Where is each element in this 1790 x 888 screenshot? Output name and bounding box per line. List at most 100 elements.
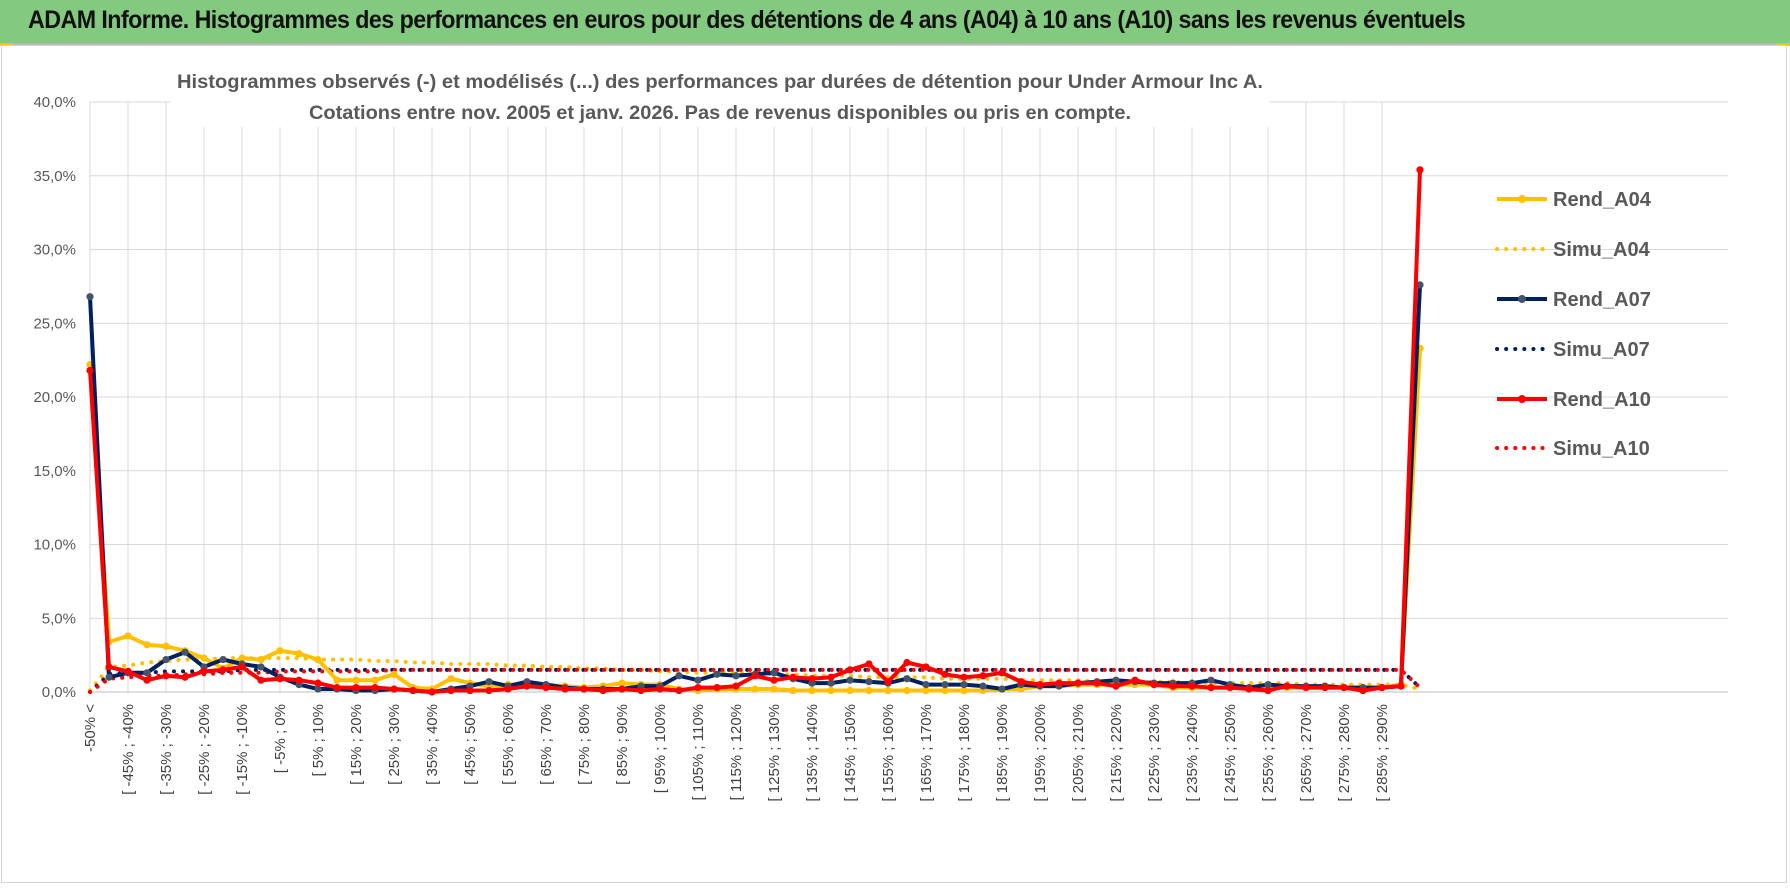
- data-point: [960, 673, 968, 681]
- data-point: [846, 676, 854, 684]
- data-point: [1112, 676, 1120, 684]
- data-point: [219, 655, 227, 664]
- data-point: [675, 686, 683, 695]
- x-tick-label: [ 15% ; 20%: [348, 704, 365, 785]
- chart-title-background: [170, 65, 1270, 127]
- data-point: [1055, 679, 1063, 687]
- data-point: [162, 655, 170, 664]
- data-point: [865, 686, 873, 695]
- series-line-rend_a07: [88, 284, 1422, 694]
- x-tick-label: [ 165% ; 170%: [918, 704, 935, 802]
- data-point: [732, 682, 740, 690]
- x-axis: -50% < [ -45% ; -40% [ -35% ; -30% [ -25% ;…: [82, 704, 1391, 802]
- data-point: [561, 685, 569, 693]
- data-point: [789, 673, 797, 681]
- data-point: [409, 686, 417, 695]
- data-point: [485, 678, 493, 686]
- data-point: [105, 663, 113, 671]
- data-point: [1093, 679, 1101, 687]
- data-point: [922, 663, 930, 671]
- x-tick-label: [ 135% ; 140%: [804, 704, 821, 802]
- series-line-rend_a04: [88, 348, 1422, 693]
- y-tick-label: 15,0%: [33, 463, 76, 480]
- data-point: [1207, 676, 1215, 684]
- corner-mark-left: [0, 43, 12, 46]
- x-tick-label: [ 235% ; 240%: [1184, 704, 1201, 802]
- data-point: [1416, 281, 1424, 289]
- x-tick-label: [ 65% ; 70%: [538, 704, 555, 785]
- data-point: [884, 686, 892, 695]
- data-point: [884, 678, 892, 686]
- data-point: [276, 647, 284, 655]
- data-point: [257, 663, 265, 671]
- legend-marker: [1518, 195, 1526, 203]
- legend-label: Rend_A07: [1553, 289, 1651, 311]
- data-point: [1378, 683, 1386, 692]
- legend-marker: [1518, 395, 1526, 403]
- corner-mark-right: [1778, 43, 1790, 46]
- data-point: [143, 676, 151, 684]
- data-point: [105, 673, 113, 681]
- data-point: [922, 681, 930, 689]
- x-tick-label: [ -45% ; -40%: [120, 704, 137, 795]
- data-point: [257, 676, 265, 684]
- data-point: [751, 685, 759, 693]
- x-tick-label: [ 35% ; 40%: [424, 704, 441, 785]
- data-point: [941, 670, 949, 678]
- data-point: [808, 686, 816, 695]
- x-tick-label: [ 215% ; 220%: [1108, 704, 1125, 802]
- data-point: [656, 685, 664, 693]
- data-point: [504, 685, 512, 693]
- data-point: [618, 685, 626, 693]
- data-point: [314, 655, 322, 664]
- x-tick-label: [ 265% ; 270%: [1298, 704, 1315, 802]
- x-tick-label: [ 95% ; 100%: [652, 704, 669, 793]
- data-point: [770, 676, 778, 684]
- data-point: [1112, 682, 1120, 690]
- data-point: [333, 676, 341, 684]
- data-point: [143, 669, 151, 677]
- chart-title-line: Cotations entre nov. 2005 et janv. 2026.…: [309, 103, 1131, 124]
- data-point: [960, 681, 968, 689]
- data-point: [485, 686, 493, 695]
- data-point: [694, 676, 702, 684]
- y-tick-label: 5,0%: [42, 610, 76, 627]
- data-point: [827, 686, 835, 695]
- data-point: [998, 685, 1006, 693]
- data-point: [903, 658, 911, 667]
- data-point: [922, 686, 930, 695]
- data-point: [162, 642, 170, 650]
- data-point: [1150, 681, 1158, 689]
- series-line-simu_a07: [88, 667, 1422, 694]
- data-point: [295, 676, 303, 684]
- data-point: [352, 683, 360, 692]
- grid: [89, 101, 1728, 693]
- data-point: [447, 686, 455, 695]
- y-axis: 0,0% 5,0% 10,0% 15,0% 20,0% 25,0% 30,0% 35,0% 40…: [33, 94, 76, 701]
- data-point: [694, 683, 702, 692]
- y-tick-label: 35,0%: [33, 168, 76, 185]
- data-point: [466, 686, 474, 695]
- data-point: [276, 675, 284, 683]
- data-point: [941, 686, 949, 695]
- data-point: [903, 675, 911, 683]
- data-point: [827, 673, 835, 681]
- data-point: [789, 686, 797, 695]
- data-point: [808, 675, 816, 683]
- data-point: [979, 672, 987, 680]
- x-tick-label: [ -15% ; -10%: [234, 704, 251, 795]
- data-point: [352, 676, 360, 684]
- chart: 0,0% 5,0% 10,0% 15,0% 20,0% 25,0% 30,0% 35,0% 40…: [33, 65, 1728, 802]
- legend-label: Simu_A07: [1553, 339, 1650, 361]
- data-point: [1321, 683, 1329, 692]
- legend-label: Simu_A04: [1553, 239, 1651, 261]
- data-point: [390, 670, 398, 678]
- data-point: [447, 675, 455, 683]
- chart-title-line: Histogrammes observés (-) et modélisés (…: [177, 72, 1263, 93]
- data-point: [181, 673, 189, 681]
- data-point: [1397, 682, 1405, 690]
- data-point: [314, 679, 322, 687]
- data-point: [1302, 683, 1310, 692]
- data-point: [637, 686, 645, 695]
- x-tick-label: [ 75% ; 80%: [576, 704, 593, 785]
